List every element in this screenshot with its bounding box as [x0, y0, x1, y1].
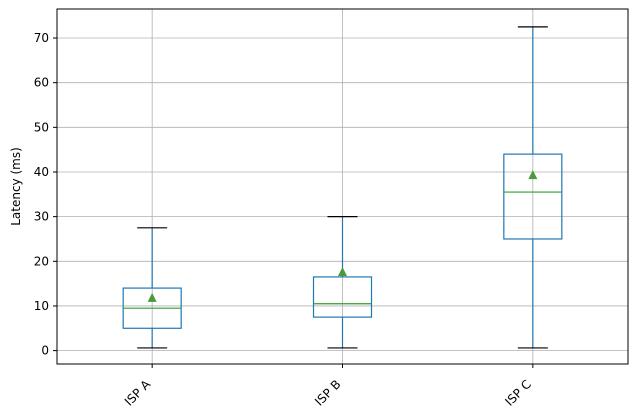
x-tick-label: ISP A	[122, 377, 154, 409]
box-group	[503, 26, 563, 349]
y-tick-label: 70	[34, 31, 49, 45]
y-tick-label: 40	[34, 165, 49, 179]
y-axis-label: Latency (ms)	[9, 147, 23, 226]
y-tick-label: 30	[34, 210, 49, 224]
y-tick-label: 60	[34, 76, 49, 90]
plot-frame	[56, 8, 629, 365]
box-group	[312, 216, 373, 349]
mean-marker	[528, 170, 538, 180]
box-group	[122, 227, 182, 349]
tick-layer: 0 10 20 30 40 50 60 70 ISP A ISP B ISP C	[34, 31, 534, 409]
y-tick-label: 10	[34, 299, 49, 313]
iqr-box	[312, 276, 373, 318]
mean-marker	[147, 292, 157, 302]
mean-marker	[338, 267, 347, 277]
y-tick-label: 50	[34, 120, 49, 134]
iqr-box	[503, 153, 563, 240]
grid-layer	[57, 9, 628, 364]
x-tick-label: ISP C	[502, 377, 534, 409]
y-tick-label: 20	[34, 254, 49, 268]
x-tick-label: ISP B	[312, 377, 343, 408]
box-layer	[122, 26, 563, 349]
y-tick-label: 0	[41, 344, 49, 358]
